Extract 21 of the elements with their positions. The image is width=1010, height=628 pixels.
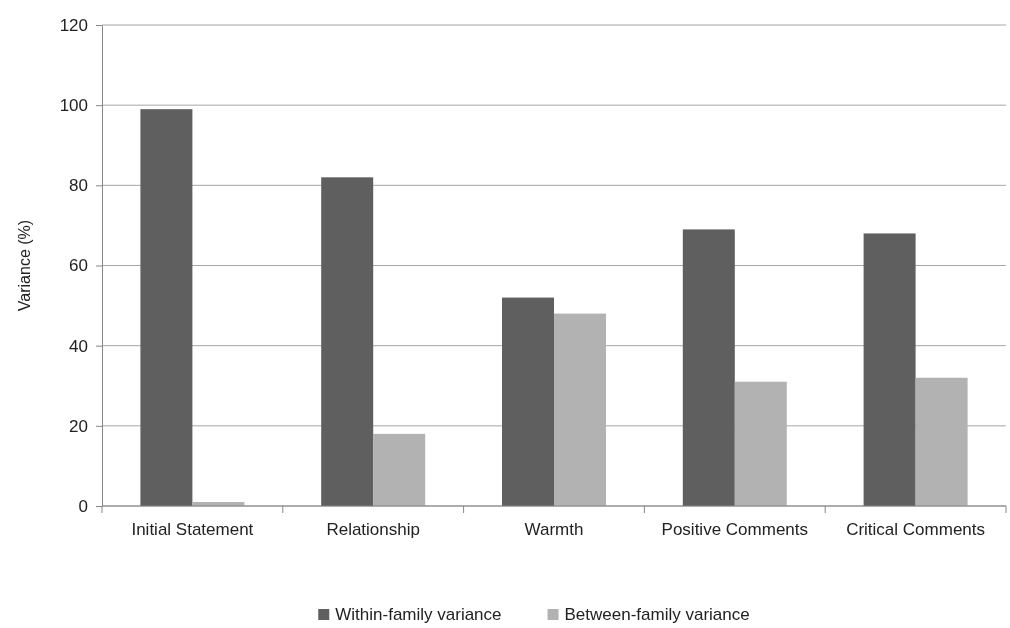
bar [140, 109, 193, 506]
y-axis-title: Variance (%) [16, 219, 33, 312]
bar [682, 229, 735, 506]
bar [373, 433, 426, 506]
y-tick-label: 0 [78, 496, 88, 516]
y-tick-label: 20 [69, 416, 88, 436]
x-tick-label: Warmth [524, 520, 584, 539]
x-tick-label: Relationship [326, 520, 420, 539]
legend-label: Within-family variance [335, 605, 502, 624]
y-tick-label: 60 [69, 256, 88, 276]
bar [321, 177, 374, 506]
x-tick-label: Critical Comments [846, 520, 986, 539]
y-tick-label: 120 [59, 15, 88, 35]
y-tick-label: 40 [69, 336, 88, 356]
y-tick-label: 80 [69, 176, 88, 196]
legend-label: Between-family variance [564, 605, 750, 624]
bar [863, 233, 916, 506]
x-tick-label: Initial Statement [131, 520, 254, 539]
bar [502, 297, 554, 506]
y-tick-label: 100 [59, 96, 88, 116]
x-tick-label: Positive Comments [661, 520, 809, 539]
